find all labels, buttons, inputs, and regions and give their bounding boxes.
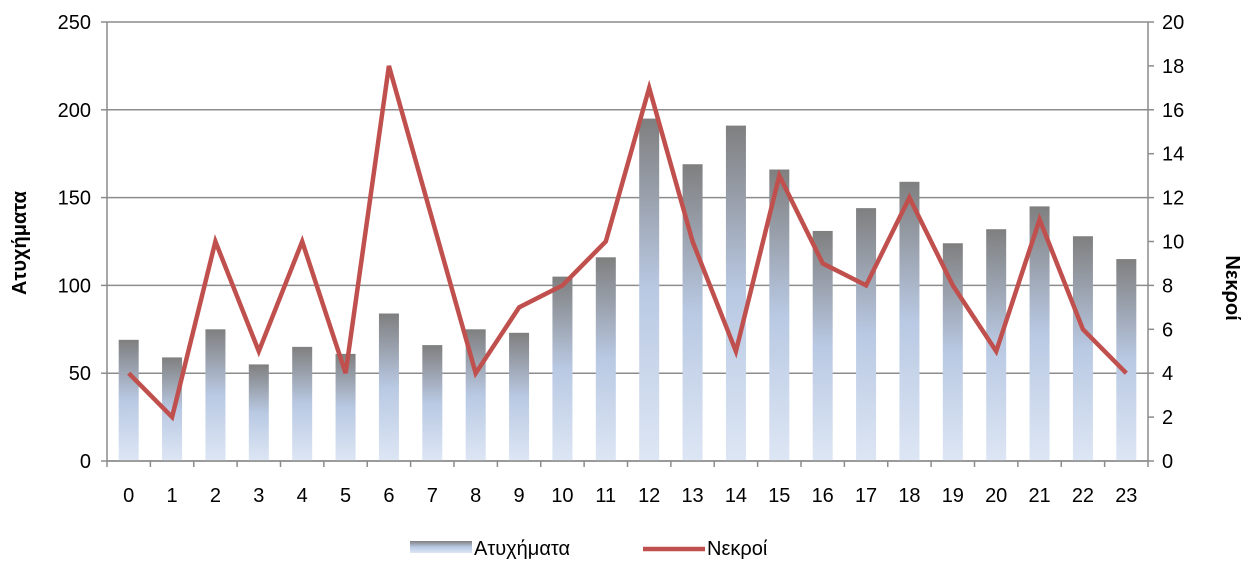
bar xyxy=(725,125,746,461)
x-tick-label: 19 xyxy=(942,485,964,507)
bar xyxy=(509,332,530,461)
x-tick-label: 22 xyxy=(1072,485,1094,507)
legend-label-deaths: Νεκροί xyxy=(707,538,768,560)
right-tick-label: 10 xyxy=(1162,232,1184,254)
bar xyxy=(1029,206,1050,461)
right-tick-label: 18 xyxy=(1162,56,1184,78)
bar-series-accidents xyxy=(118,118,1137,461)
bar xyxy=(335,353,356,461)
bar xyxy=(378,313,399,461)
x-tick-label: 5 xyxy=(340,485,351,507)
bar xyxy=(422,345,443,461)
right-tick-label: 0 xyxy=(1162,451,1173,473)
x-tick-label: 6 xyxy=(383,485,394,507)
legend: Ατυχήματα Νεκροί xyxy=(410,538,768,560)
x-tick-label: 9 xyxy=(514,485,525,507)
right-tick-label: 20 xyxy=(1162,12,1184,34)
x-tick-label: 18 xyxy=(898,485,920,507)
legend-label-accidents: Ατυχήματα xyxy=(474,538,570,560)
bar xyxy=(1116,259,1137,461)
x-tick-label: 8 xyxy=(470,485,481,507)
bar xyxy=(812,230,833,461)
bar xyxy=(856,208,877,461)
deaths-line xyxy=(127,65,1128,422)
left-tick-label: 200 xyxy=(58,100,91,122)
right-tick-label: 12 xyxy=(1162,188,1184,210)
x-tick-label: 14 xyxy=(725,485,747,507)
x-tick-label: 0 xyxy=(123,485,134,507)
x-tick-label: 3 xyxy=(253,485,264,507)
bar xyxy=(769,169,790,461)
x-axis-tick-labels: 0 1 2 3 4 5 6 7 8 9 10 11 12 13 14 15 16 17 18 19 20 21 22 23 xyxy=(123,485,1137,507)
left-tick-label: 50 xyxy=(69,363,91,385)
x-tick-label: 10 xyxy=(551,485,573,507)
x-tick-label: 7 xyxy=(427,485,438,507)
left-tick-label: 250 xyxy=(58,12,91,34)
bar xyxy=(205,329,226,461)
bar xyxy=(292,346,313,461)
left-axis-tick-labels: 0 50 100 150 200 250 xyxy=(58,12,91,473)
x-tick-label: 20 xyxy=(985,485,1007,507)
line-series-deaths xyxy=(127,65,1128,422)
left-tick-label: 150 xyxy=(58,188,91,210)
axes xyxy=(101,21,1154,467)
bar xyxy=(248,364,269,461)
x-tick-label: 12 xyxy=(638,485,660,507)
x-tick-label: 1 xyxy=(167,485,178,507)
x-tick-label: 16 xyxy=(812,485,834,507)
left-axis-title: Ατυχήματα xyxy=(9,190,31,295)
x-tick-label: 4 xyxy=(297,485,308,507)
right-tick-label: 8 xyxy=(1162,275,1173,297)
bar xyxy=(942,243,963,461)
left-tick-label: 0 xyxy=(80,451,91,473)
bar xyxy=(118,339,139,461)
bar xyxy=(552,276,573,461)
right-tick-label: 14 xyxy=(1162,144,1184,166)
x-tick-label: 23 xyxy=(1115,485,1137,507)
x-tick-label: 13 xyxy=(681,485,703,507)
x-tick-label: 21 xyxy=(1028,485,1050,507)
x-tick-label: 11 xyxy=(595,485,616,507)
left-tick-label: 100 xyxy=(58,275,91,297)
x-tick-label: 2 xyxy=(210,485,221,507)
bar xyxy=(595,257,616,461)
legend-swatch-accidents xyxy=(410,541,472,553)
right-tick-label: 2 xyxy=(1162,407,1173,429)
x-tick-label: 15 xyxy=(768,485,790,507)
right-axis-tick-labels: 0 2 4 6 8 10 12 14 16 18 20 xyxy=(1162,12,1184,473)
x-tick-label: 17 xyxy=(855,485,877,507)
right-tick-label: 16 xyxy=(1162,100,1184,122)
right-tick-label: 4 xyxy=(1162,363,1173,385)
bar xyxy=(899,181,920,461)
right-axis-title: Νεκροί xyxy=(1221,255,1243,320)
bar xyxy=(1072,236,1093,461)
right-tick-label: 6 xyxy=(1162,319,1173,341)
bar xyxy=(639,118,660,461)
bar xyxy=(682,164,703,461)
